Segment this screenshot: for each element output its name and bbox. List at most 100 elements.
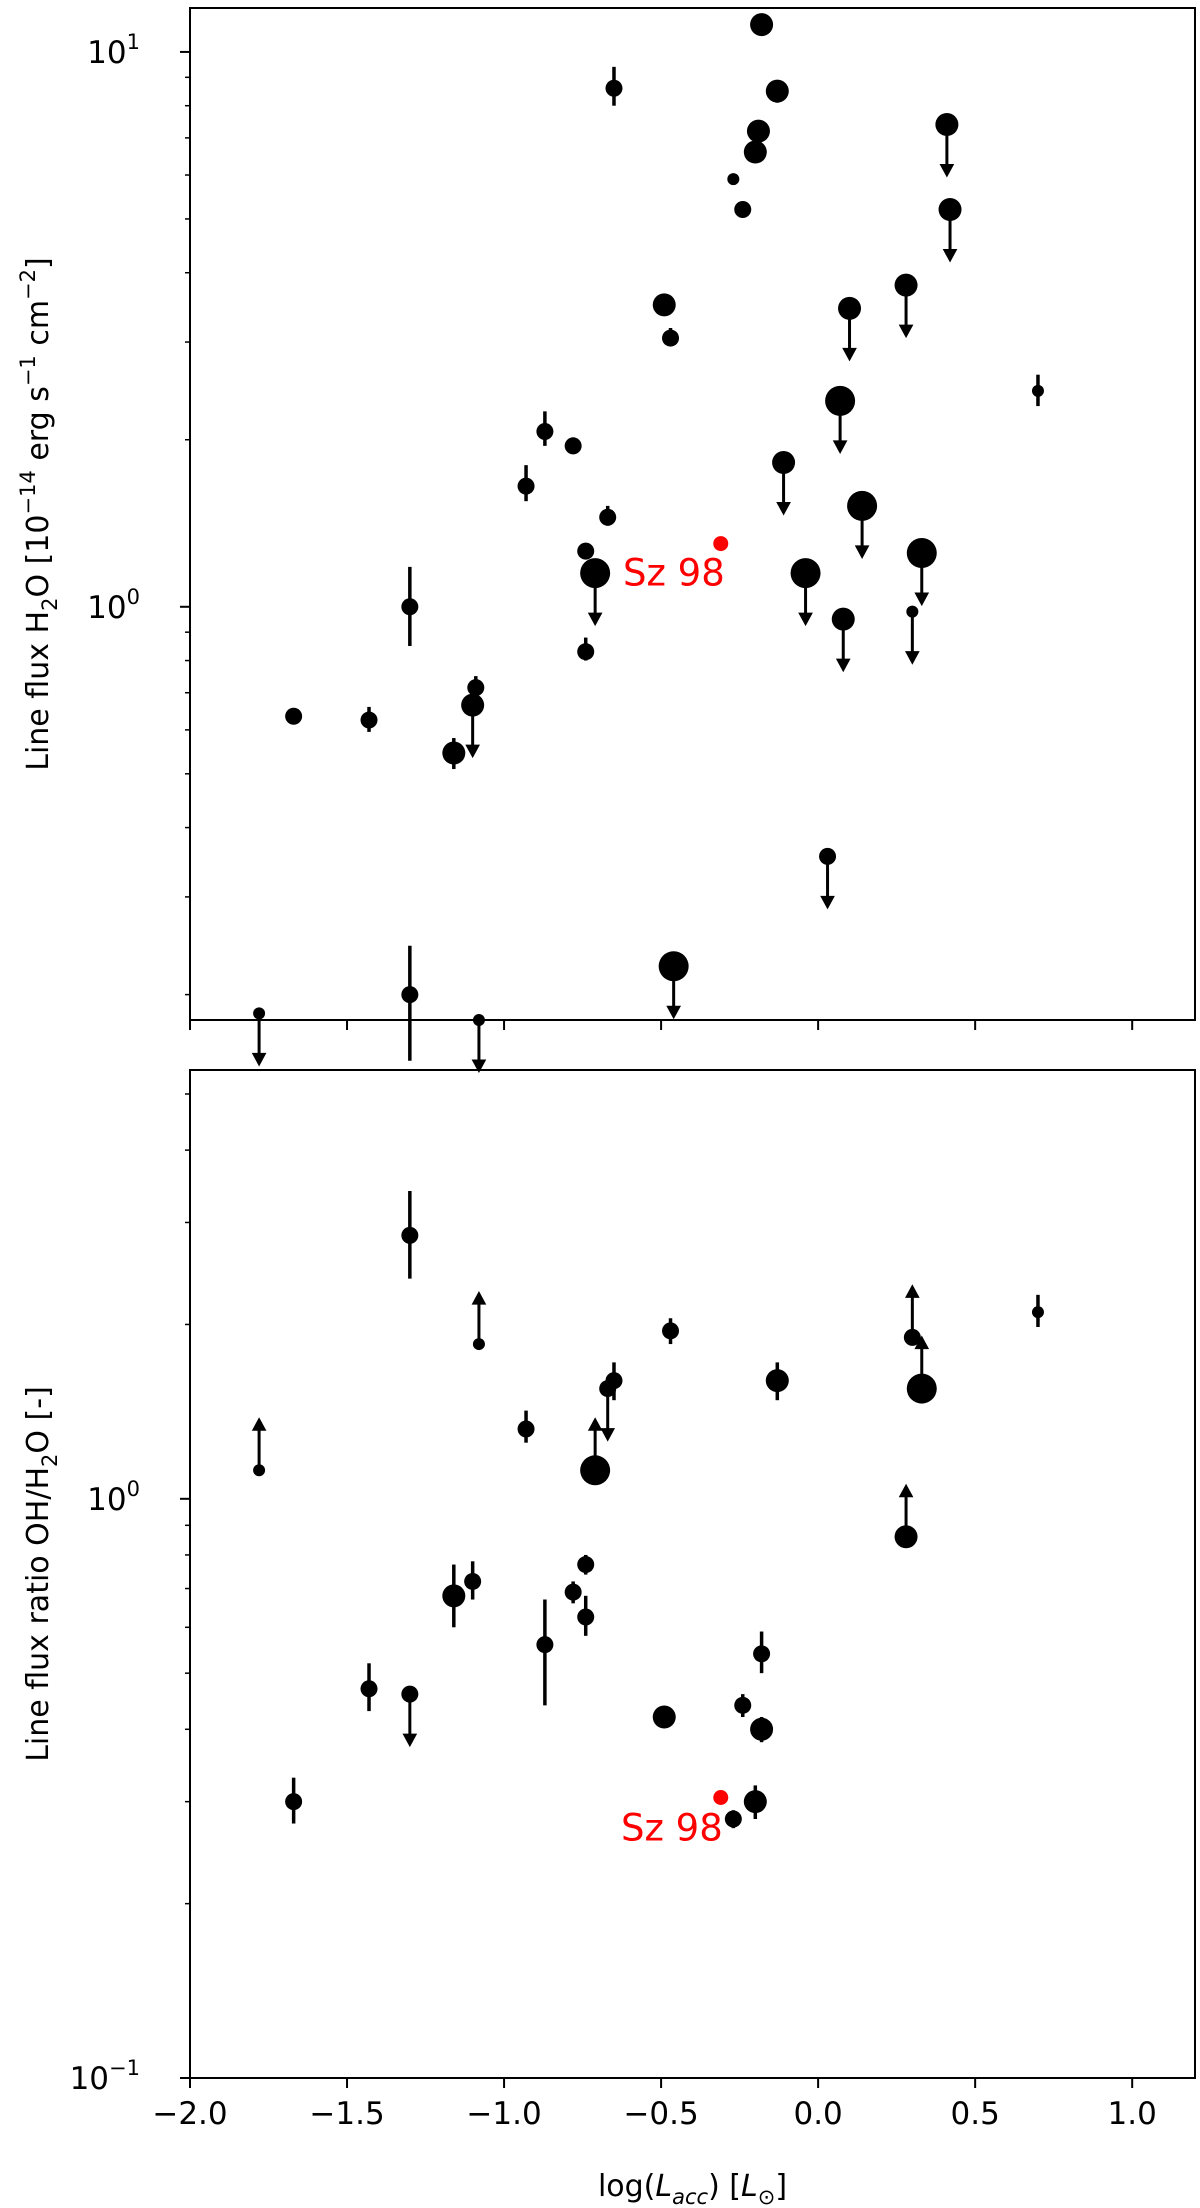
- data-point: [753, 1645, 771, 1663]
- data-point: [442, 1584, 466, 1608]
- data-point: [906, 1373, 937, 1404]
- y-axis-label: Line flux ratio OH/H2O [-]: [21, 1386, 62, 1762]
- y-label-superscript: −2: [16, 269, 40, 300]
- data-point: [662, 1322, 680, 1340]
- data-point: [743, 140, 767, 164]
- data-point: [750, 1717, 774, 1741]
- data-point: [734, 1696, 752, 1714]
- panel-top: 100 101 Line flux H2O [10−14 erg s−1 cm−2]…: [16, 7, 1196, 1074]
- limit-arrow-head: [835, 658, 851, 673]
- limit-arrow-head: [939, 163, 955, 178]
- x-axis-label: log(Lacc) [L⊙]: [598, 2169, 787, 2208]
- limit-arrow-head: [820, 895, 835, 910]
- limit-arrow-head: [832, 440, 848, 454]
- data-point: [580, 558, 611, 589]
- data-point: [838, 296, 862, 320]
- data-point: [903, 1328, 921, 1346]
- y-axis-label: Line flux H2O [10−14 erg s−1 cm−2]: [16, 257, 62, 771]
- x-label-symbol: L: [655, 2169, 672, 2204]
- limit-arrow-head: [587, 1417, 603, 1431]
- limit-arrow-head: [465, 744, 480, 759]
- y-label-text: Line flux H: [21, 611, 56, 771]
- data-point: [401, 1685, 419, 1703]
- plot-frame: [189, 7, 1196, 1021]
- y-label-text: ]: [21, 257, 56, 269]
- data-point: [765, 79, 789, 103]
- data-point: [580, 1455, 611, 1486]
- data-point: [536, 422, 554, 440]
- limit-arrow-head: [854, 545, 870, 559]
- x-label-subscript: ⊙: [758, 2185, 776, 2208]
- y-label-text: Line flux ratio OH/H: [21, 1467, 56, 1762]
- y-label-superscript: −14: [16, 470, 40, 514]
- data-point: [517, 1420, 535, 1438]
- data-point: [472, 1338, 485, 1351]
- limit-arrow-head: [914, 592, 930, 607]
- limit-arrow-head: [842, 347, 857, 362]
- data-point: [253, 1464, 266, 1477]
- highlight-point: [713, 1789, 729, 1805]
- y-tick-base: 10: [87, 1482, 126, 1518]
- y-tick-label: 100: [87, 585, 140, 626]
- data-point: [564, 437, 582, 455]
- data-point: [772, 450, 796, 474]
- x-label-text: ) [: [708, 2169, 741, 2204]
- data-point: [536, 1636, 554, 1654]
- limit-arrow-head: [905, 1284, 920, 1298]
- data-point: [724, 1810, 742, 1828]
- x-label-text: ]: [775, 2169, 787, 2204]
- y-tick-base: 10: [70, 2061, 109, 2097]
- data-point: [517, 477, 535, 495]
- x-label-subscript: acc: [672, 2185, 708, 2208]
- data-point: [401, 1226, 419, 1244]
- y-label-text: erg s: [21, 386, 56, 470]
- y-label-text: O [-]: [21, 1386, 56, 1453]
- limit-arrow-head: [898, 1483, 914, 1498]
- data-point: [750, 13, 774, 37]
- limit-arrow-head: [251, 1417, 267, 1431]
- x-tick-label: −1.5: [309, 2096, 384, 2132]
- data-point: [906, 538, 937, 569]
- data-point: [442, 741, 466, 765]
- data-point: [285, 1793, 303, 1811]
- y-label-subscript: 2: [38, 598, 62, 611]
- data-point: [894, 273, 918, 297]
- data-point: [847, 490, 878, 521]
- data-point: [461, 693, 485, 717]
- y-tick-exponent: 0: [127, 585, 140, 609]
- y-tick-exponent: −1: [109, 2056, 140, 2080]
- y-tick-base: 10: [87, 35, 126, 71]
- data-point: [401, 598, 419, 616]
- data-point: [938, 198, 962, 222]
- data-point: [564, 1583, 582, 1601]
- limit-arrow-head: [942, 249, 958, 263]
- limit-arrow-head: [471, 1059, 487, 1074]
- data-point: [464, 1572, 482, 1590]
- data-point: [765, 1369, 789, 1393]
- x-tick-label: 1.0: [1108, 2096, 1157, 2132]
- data-point: [599, 508, 617, 526]
- y-tick-exponent: 1: [127, 30, 140, 54]
- x-tick-label: −0.5: [623, 2096, 698, 2132]
- data-point: [253, 1007, 266, 1020]
- data-point: [743, 1790, 767, 1814]
- data-point: [577, 643, 595, 661]
- data-point: [662, 329, 680, 347]
- limit-arrow-head: [898, 324, 914, 339]
- data-point: [467, 679, 485, 697]
- data-point: [1031, 384, 1044, 397]
- limit-arrow-head: [905, 651, 920, 665]
- data-point: [605, 79, 623, 97]
- y-label-text: cm: [21, 300, 56, 355]
- x-label-symbol: L: [741, 2169, 758, 2204]
- data-point: [652, 293, 676, 317]
- data-point: [577, 1556, 595, 1574]
- limit-arrow-head: [914, 1335, 930, 1350]
- data-point: [831, 607, 855, 631]
- data-point: [472, 1014, 485, 1026]
- data-point: [906, 605, 919, 618]
- data-point: [935, 112, 959, 136]
- x-label-text: log(: [598, 2169, 655, 2204]
